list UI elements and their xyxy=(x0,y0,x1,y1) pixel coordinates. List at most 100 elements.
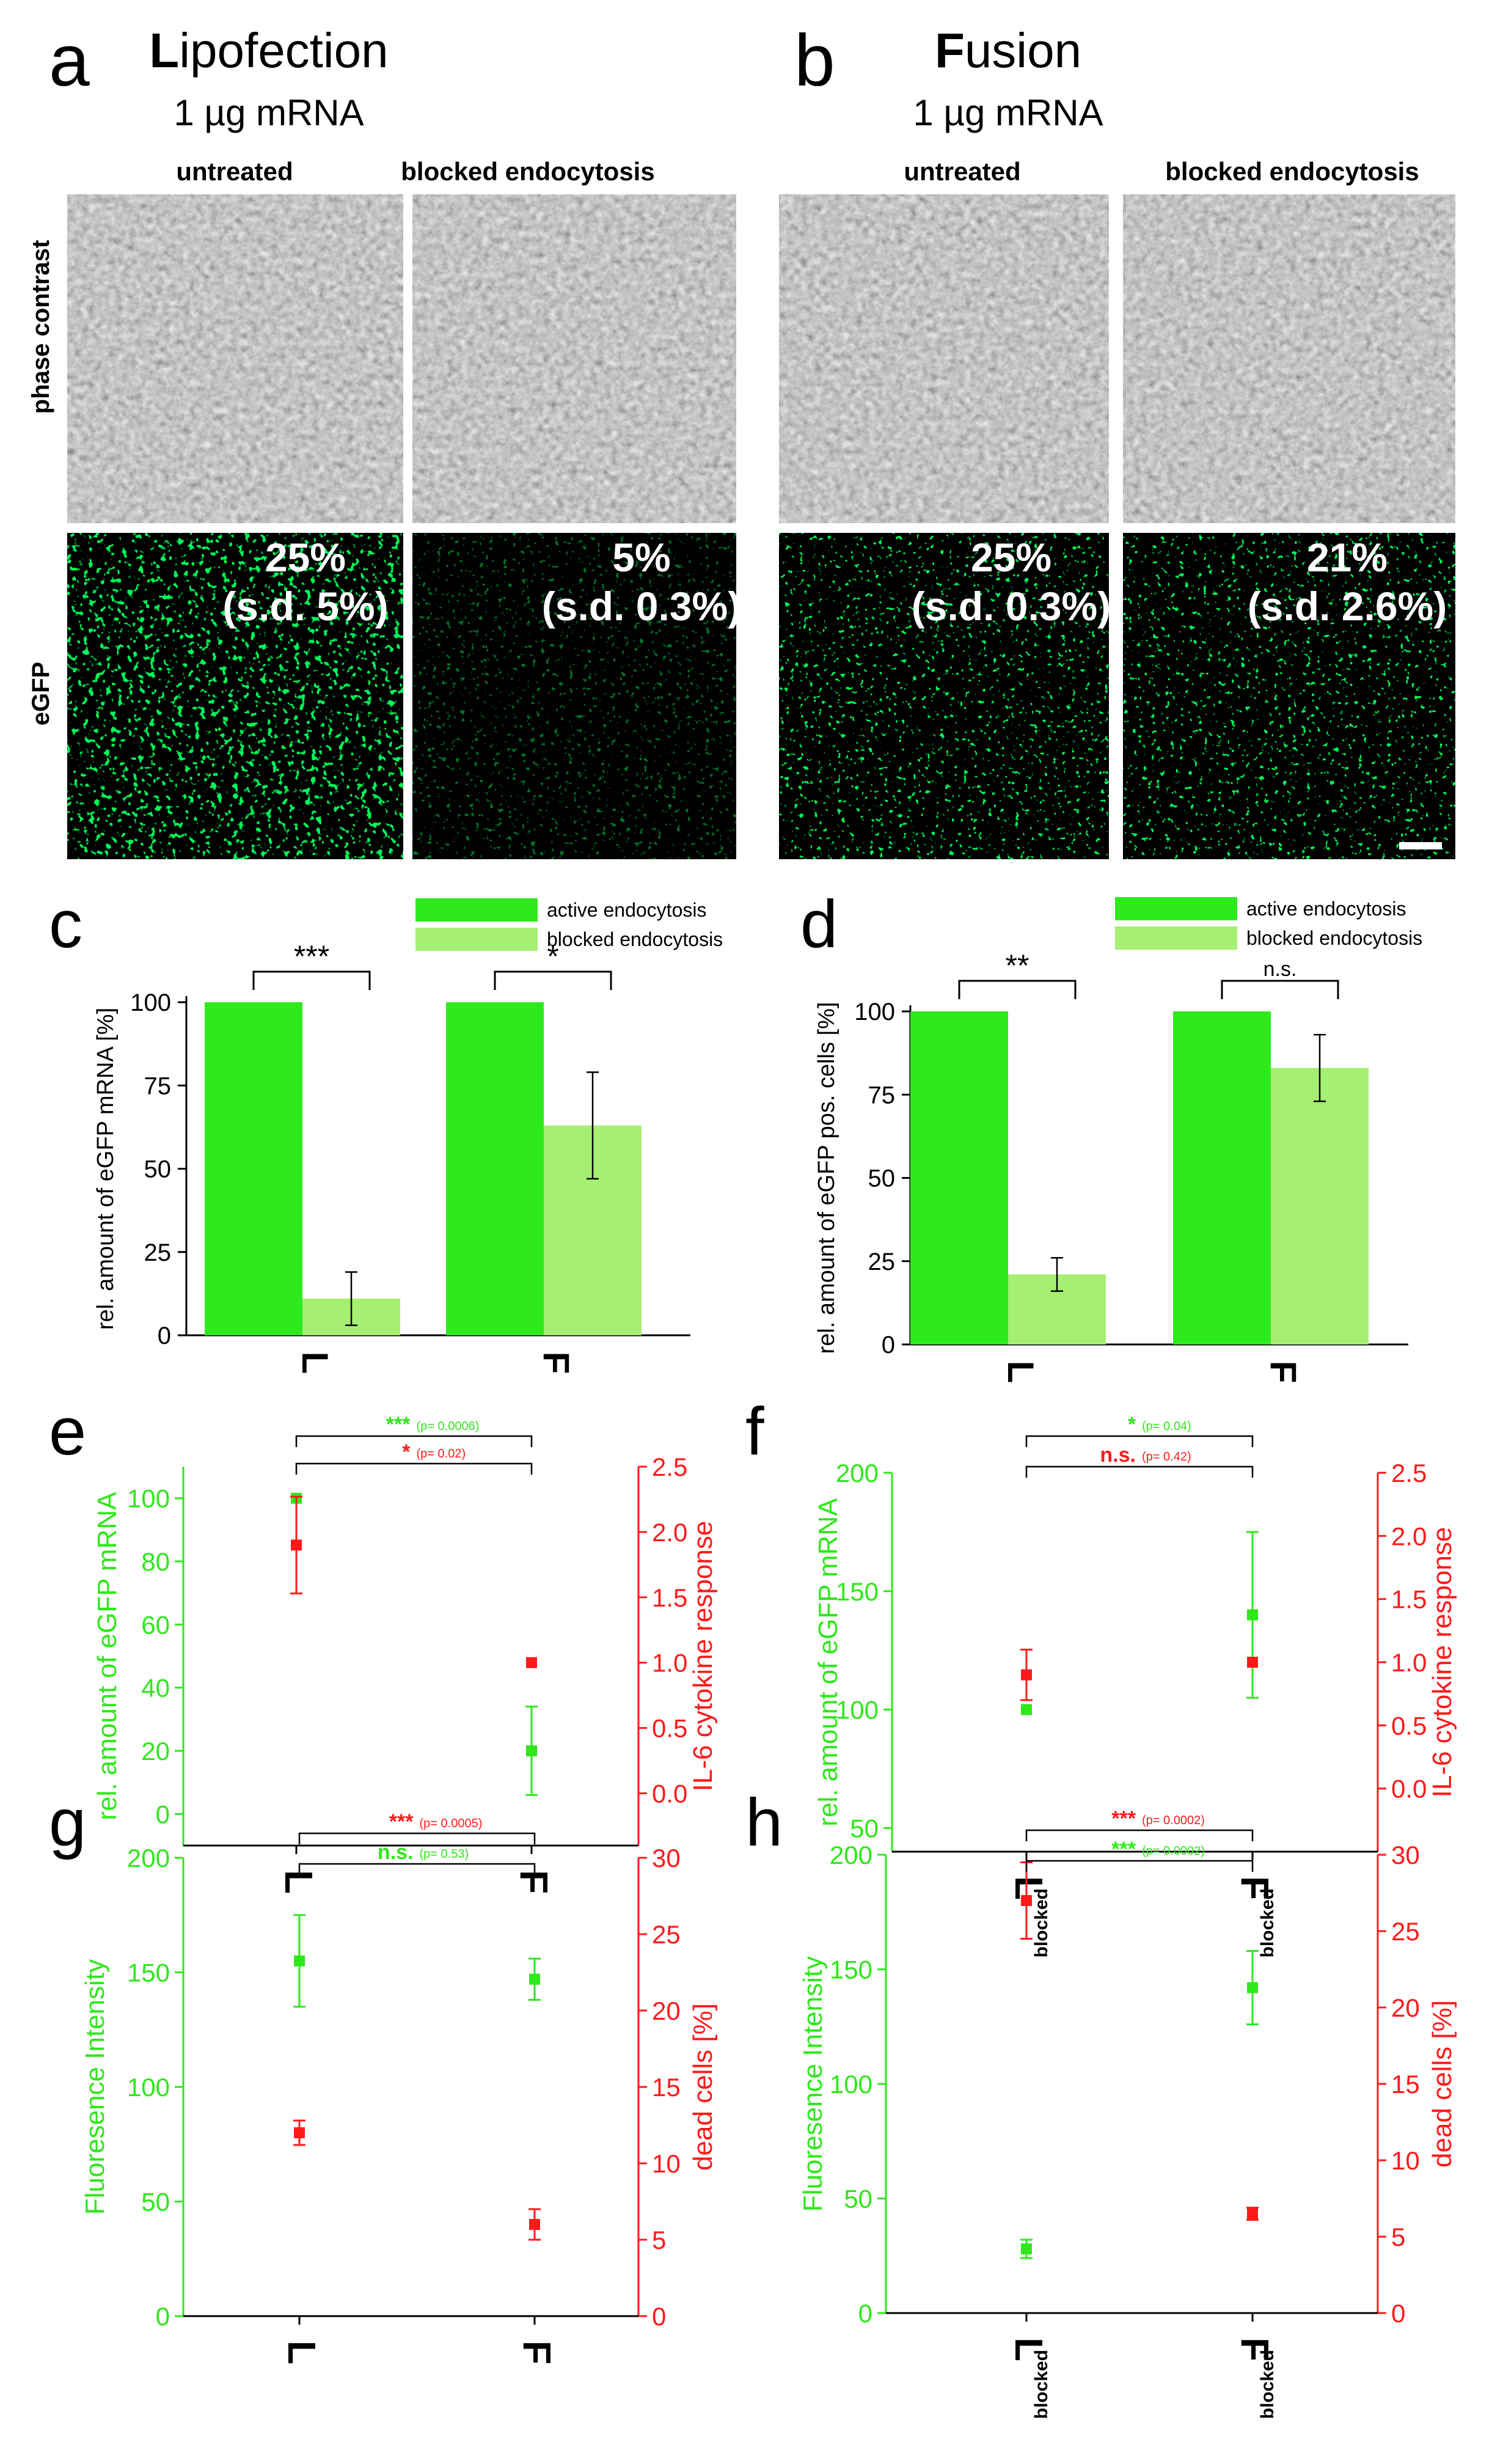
right-y-tick-label: 30 xyxy=(1391,1841,1420,1869)
category-label-L: L xyxy=(294,1352,335,1374)
panel-b-col-untreated: untreated xyxy=(904,157,1020,186)
left-y-tick-label: 50 xyxy=(844,2185,872,2213)
green-point-L-marker xyxy=(294,1955,305,1967)
chart-f: f 50 100 150 200 0.0 0.5 1.0 1.5 2.0 2.5 rel. amoun… xyxy=(745,1394,1457,1957)
significance-label-L: ** xyxy=(1006,948,1029,983)
panel-b-title: Fusion xyxy=(935,23,1081,78)
left-y-tick-label: 150 xyxy=(836,1577,879,1606)
phase-image-lipofection-untreated xyxy=(67,194,403,523)
red-point-F-marker xyxy=(529,2219,540,2230)
phase-image-fusion-untreated xyxy=(779,194,1109,523)
y-tick-label: 0 xyxy=(158,1322,171,1349)
chart-panels: c active endocytosis blocked endocytosis 0 2… xyxy=(49,887,1457,2419)
right-y-tick-label: 0.5 xyxy=(1391,1711,1427,1740)
y-tick-label: 0 xyxy=(882,1332,895,1358)
red-point-L-marker xyxy=(1021,1895,1032,1906)
category-label-L: L xyxy=(280,2341,324,2364)
right-y-tick-label: 5 xyxy=(652,2226,666,2254)
significance-bracket-1 xyxy=(298,1863,536,1875)
panel-a: a Lipofection 1 µg mRNA untreated blocke… xyxy=(27,20,741,859)
bar-active-F xyxy=(1173,1011,1271,1344)
chart-h: h 0 50 100 150 200 0 5 10 15 20 25 30 Fluoresence Int… xyxy=(745,1785,1457,2419)
lipo-untreated-percent: 25% xyxy=(265,535,346,580)
legend-swatch-active xyxy=(415,898,538,922)
y-tick-label: 100 xyxy=(130,989,171,1016)
panel-letter: f xyxy=(745,1394,764,1469)
green-point-F-marker xyxy=(1247,1982,1258,1993)
fusion-blocked-percent: 21% xyxy=(1307,535,1388,580)
phase-image-lipofection-blocked xyxy=(412,194,736,523)
panel-b: b Fusion 1 µg mRNA untreated blocked end… xyxy=(779,20,1455,859)
left-y-axis-label: Fluoresence Intensity xyxy=(798,1956,828,2212)
right-y-tick-label: 0.5 xyxy=(652,1714,687,1743)
phase-image-fusion-blocked xyxy=(1123,194,1455,523)
right-y-tick-label: 15 xyxy=(652,2073,681,2102)
significance-label-F: * xyxy=(547,939,558,974)
right-y-tick-label: 25 xyxy=(1391,1917,1420,1946)
legend-label-active: active endocytosis xyxy=(1246,898,1406,920)
significance-p-0: (p= 0.0006) xyxy=(417,1420,480,1433)
right-y-axis-label: IL-6 cytokine response xyxy=(688,1521,718,1792)
green-point-F-marker xyxy=(529,1973,540,1985)
left-y-tick-label: 150 xyxy=(830,1956,872,1984)
lipo-untreated-sd: (s.d. 5%) xyxy=(222,584,388,629)
left-y-tick-label: 100 xyxy=(127,1484,170,1513)
right-y-tick-label: 2.5 xyxy=(652,1453,687,1481)
significance-bracket-L xyxy=(252,970,371,990)
y-axis-label: rel. amount of eGFP mRNA [%] xyxy=(93,1008,119,1330)
significance-p-0: (p= 0.0005) xyxy=(420,1817,483,1830)
green-point-L-marker xyxy=(1021,1704,1032,1715)
significance-stars-0: *** xyxy=(389,1810,414,1833)
panel-b-title-initial: F xyxy=(935,23,965,78)
legend-swatch-active xyxy=(1115,897,1237,920)
left-y-tick-label: 100 xyxy=(127,2073,170,2102)
significance-bracket-F xyxy=(1221,980,1339,999)
egfp-image-lipofection-blocked xyxy=(412,533,736,859)
significance-stars-1: n.s. xyxy=(378,1841,414,1864)
panel-b-subtitle: 1 µg mRNA xyxy=(913,92,1103,133)
right-y-tick-label: 0 xyxy=(652,2302,666,2331)
category-sublabel-F: blocked xyxy=(1257,1888,1278,1957)
panel-b-letter: b xyxy=(794,20,835,101)
significance-bracket-0 xyxy=(1025,1829,1254,1841)
right-y-tick-label: 15 xyxy=(1391,2070,1420,2099)
significance-label-F: n.s. xyxy=(1263,958,1297,981)
fusion-blocked-sd: (s.d. 2.6%) xyxy=(1248,584,1447,629)
significance-bracket-1 xyxy=(1025,1465,1254,1478)
green-point-L-marker xyxy=(1021,2243,1032,2254)
right-y-tick-label: 10 xyxy=(1391,2146,1420,2175)
category-label-L: L xyxy=(1007,2338,1051,2361)
panel-letter: d xyxy=(800,887,838,962)
scale-bar xyxy=(1399,842,1442,849)
significance-bracket-0 xyxy=(295,1435,533,1447)
panel-a-title-initial: L xyxy=(149,23,179,78)
red-point-F-marker xyxy=(526,1657,537,1668)
left-y-axis-label: Fluoresence Intensity xyxy=(80,1959,110,2215)
significance-label-L: *** xyxy=(294,939,329,974)
chart-e: e 0 20 40 60 80 100 0.0 0.5 1.0 1.5 2.0 2.5 rel. amou… xyxy=(49,1394,718,1894)
significance-bracket-L xyxy=(958,980,1077,999)
green-point-F-marker xyxy=(526,1745,537,1756)
red-point-F-marker xyxy=(1247,1657,1258,1668)
significance-bracket-0 xyxy=(298,1832,536,1844)
right-y-tick-label: 2.0 xyxy=(1391,1522,1427,1550)
legend-swatch-blocked xyxy=(415,928,538,951)
left-y-tick-label: 20 xyxy=(141,1737,170,1766)
y-tick-label: 75 xyxy=(144,1072,172,1099)
bar-active-L xyxy=(205,1002,302,1335)
left-y-tick-label: 60 xyxy=(141,1610,170,1639)
lipo-blocked-sd: (s.d. 0.3%) xyxy=(542,584,741,629)
y-tick-label: 25 xyxy=(868,1248,896,1275)
right-y-tick-label: 25 xyxy=(652,1920,681,1949)
red-point-F-marker xyxy=(1247,2208,1258,2220)
right-y-axis-label: dead cells [%] xyxy=(688,2003,718,2171)
fusion-untreated-sd: (s.d. 0.3%) xyxy=(912,584,1111,629)
category-sublabel-L: blocked xyxy=(1031,2350,1051,2419)
right-y-tick-label: 10 xyxy=(652,2149,681,2178)
category-label-F: F xyxy=(536,1352,577,1374)
significance-stars-1: n.s. xyxy=(1100,1443,1136,1467)
bar-blocked-F xyxy=(1271,1068,1369,1344)
panel-b-col-blocked: blocked endocytosis xyxy=(1165,157,1419,186)
category-label-F: F xyxy=(1233,1876,1277,1900)
right-y-tick-label: 20 xyxy=(652,1997,681,2025)
